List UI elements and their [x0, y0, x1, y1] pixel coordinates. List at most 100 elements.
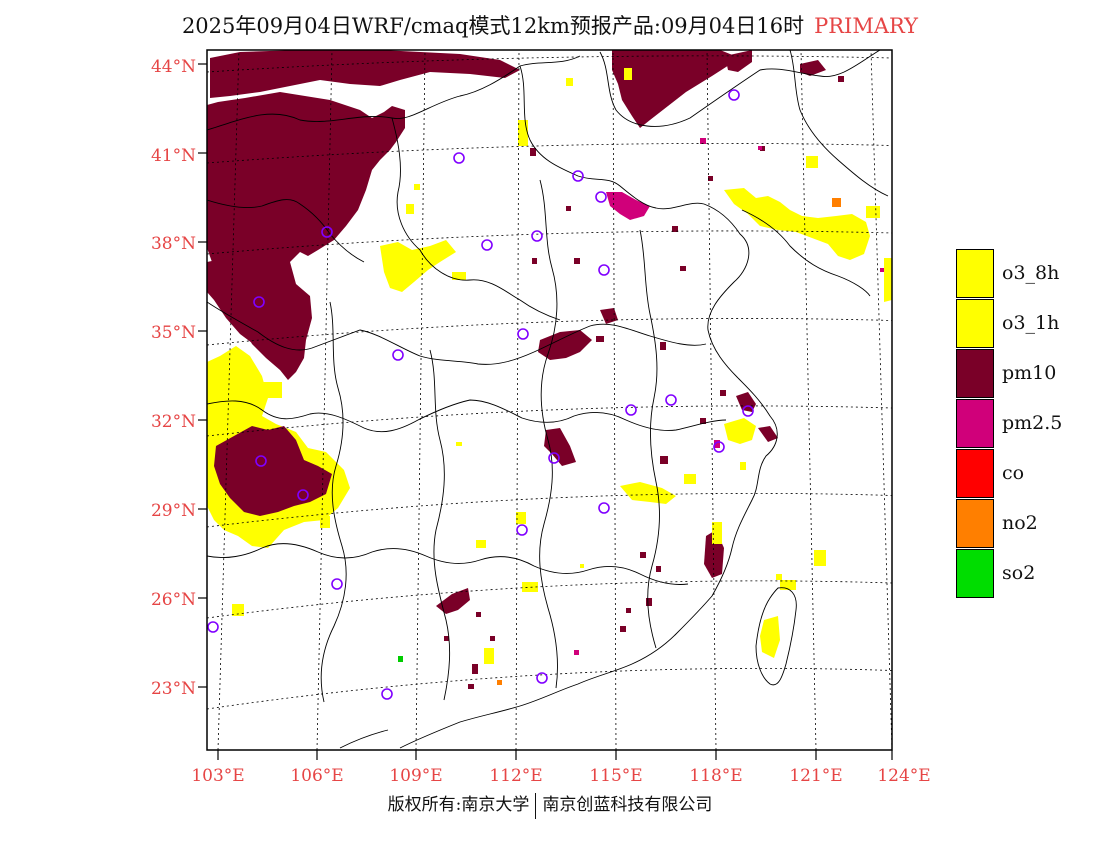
border-line — [207, 55, 581, 131]
pm10-cell — [444, 636, 449, 641]
company-text: 南京创蓝科技有限公司 — [542, 795, 713, 815]
title-text: 2025年09月04日WRF/cmaq模式12km预报产品:09月04日16时 — [181, 14, 805, 38]
copyright-footer: 版权所有:南京大学 南京创蓝科技有限公司 — [0, 790, 1100, 819]
lon-label-103: 103°E — [191, 766, 244, 786]
longitude-labels: 103°E 106°E 109°E 112°E 115°E 118°E 121°… — [191, 766, 930, 786]
legend-item-so2: so2 — [956, 549, 1086, 599]
legend-item-pm10: pm10 — [956, 349, 1086, 399]
longitude-gridline — [612, 50, 617, 750]
lat-label-23: 23°N — [151, 679, 196, 699]
pm10-cell — [640, 552, 646, 558]
station-marker — [517, 328, 529, 340]
pm10-cell — [700, 418, 706, 424]
pm10-cell — [672, 226, 678, 232]
border-line — [519, 65, 657, 209]
border-line — [207, 199, 365, 263]
pm10-cell — [760, 146, 765, 151]
pm10-patch-hubei — [544, 428, 576, 466]
o3-cell — [740, 462, 746, 470]
longitude-gridline — [800, 50, 817, 750]
legend-item-co: co — [956, 449, 1086, 499]
pm10-cell — [596, 336, 604, 342]
primary-tag: PRIMARY — [814, 14, 919, 38]
station-marker — [548, 452, 560, 464]
station-marker — [481, 239, 493, 251]
station-marker — [572, 170, 584, 182]
o3-cell — [484, 648, 494, 664]
pm10-cell — [646, 598, 652, 606]
legend-label: co — [1002, 462, 1025, 484]
station-marker — [536, 672, 548, 684]
pm10-cell — [490, 636, 495, 641]
legend-item-pm25: pm2.5 — [956, 399, 1086, 449]
pollutant-legend: o3_8h o3_1h pm10 pm2.5 co no2 so2 — [956, 249, 1086, 599]
pm10-region-west — [207, 258, 262, 346]
station-marker — [207, 621, 219, 633]
legend-swatch — [956, 249, 994, 298]
o3-region-shandong-tip — [884, 258, 892, 302]
pm10-cell — [566, 206, 571, 211]
lon-label-112: 112°E — [489, 766, 542, 786]
lon-label-109: 109°E — [389, 766, 442, 786]
o3-region-jiangxi — [620, 482, 676, 504]
scattered-cells-layer — [232, 68, 884, 689]
border-line — [399, 377, 778, 749]
lat-label-35: 35°N — [151, 323, 196, 343]
o3-cell — [456, 442, 462, 446]
o3-region-loess — [380, 240, 456, 292]
lat-label-29: 29°N — [151, 501, 196, 521]
footer-divider — [535, 792, 537, 819]
pm25-cell — [714, 440, 720, 448]
border-line — [741, 209, 871, 297]
lat-label-44: 44°N — [151, 57, 196, 77]
legend-swatch — [956, 399, 994, 448]
border-line — [429, 349, 451, 701]
station-layer — [207, 89, 754, 700]
legend-label: so2 — [1002, 562, 1036, 584]
border-line — [320, 301, 347, 703]
border-line — [639, 229, 660, 649]
station-marker — [713, 441, 725, 453]
station-marker — [255, 455, 267, 467]
tick-layer — [198, 63, 893, 760]
pm10-cell — [720, 390, 726, 396]
o3-cell — [866, 206, 880, 218]
legend-swatch — [956, 499, 994, 548]
lat-label-38: 38°N — [151, 234, 196, 254]
border-line — [539, 179, 558, 689]
pm10-cell — [574, 258, 580, 264]
station-marker — [598, 264, 610, 276]
legend-swatch — [956, 299, 994, 348]
longitude-gridline — [870, 50, 892, 750]
so2-patch-guangxi — [398, 656, 403, 662]
legend-label: no2 — [1002, 512, 1038, 534]
o3-cell — [776, 574, 782, 580]
pm10-patch-henan — [538, 330, 592, 360]
pm10-patch-shanghai — [758, 426, 778, 442]
border-line — [391, 117, 561, 321]
o3-cell — [580, 564, 584, 568]
o3-cell — [814, 550, 826, 566]
pm10-cell — [656, 566, 661, 572]
taiwan-outline — [755, 587, 797, 686]
pm10-region-top-band — [210, 50, 520, 98]
graticule-layer — [207, 50, 892, 750]
lat-label-41: 41°N — [151, 146, 196, 166]
o3-cell — [406, 204, 414, 214]
legend-label: o3_1h — [1002, 312, 1060, 334]
border-line — [789, 50, 889, 197]
latitude-labels: 44°N 41°N 38°N 35°N 32°N 29°N 26°N 23°N — [151, 57, 196, 699]
o3-region-bohai — [724, 188, 870, 260]
map-frame — [206, 49, 893, 751]
longitude-gridline — [515, 50, 520, 750]
pm10-cell — [530, 148, 536, 156]
lon-label-118: 118°E — [689, 766, 742, 786]
station-marker — [665, 394, 677, 406]
o3-cell — [566, 78, 573, 86]
pm10-cell — [680, 266, 686, 271]
longitude-gridline — [415, 50, 426, 750]
legend-swatch — [956, 549, 994, 598]
pm25-cell — [574, 650, 579, 655]
longitude-gridline — [316, 50, 333, 750]
